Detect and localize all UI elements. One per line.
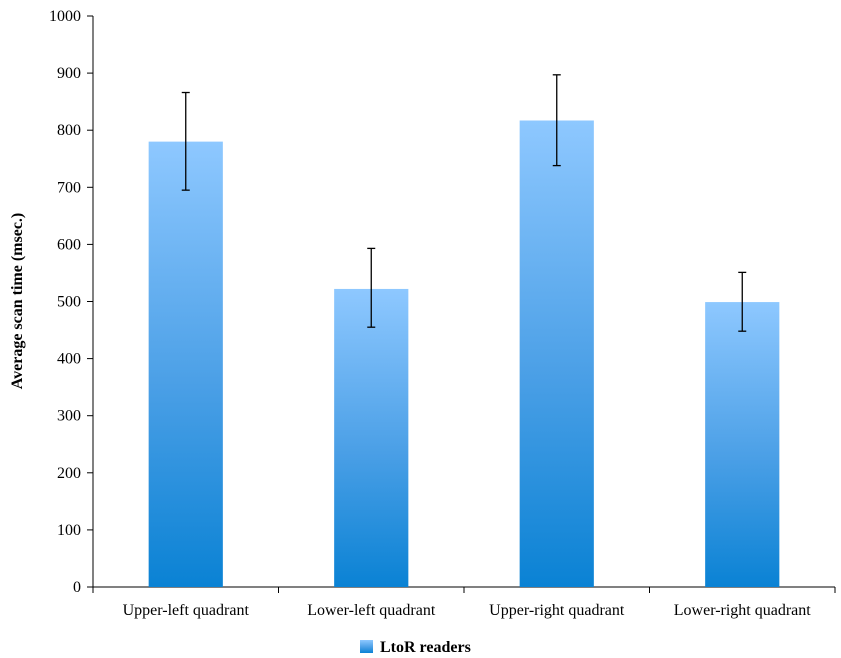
y-tick-label: 500 <box>57 294 81 311</box>
y-tick-label: 900 <box>57 65 81 82</box>
y-tick-label: 700 <box>57 179 81 196</box>
y-tick-label: 1000 <box>49 8 81 25</box>
y-tick-label: 100 <box>57 522 81 539</box>
legend: LtoR readers <box>360 639 471 656</box>
bar <box>148 141 223 587</box>
y-tick-label: 400 <box>57 351 81 368</box>
x-tick-label: Lower-left quadrant <box>307 602 436 619</box>
y-tick-label: 600 <box>57 236 81 253</box>
bar <box>705 302 780 587</box>
y-axis-title: Average scan time (msec.) <box>9 213 26 390</box>
y-tick-label: 300 <box>57 408 81 425</box>
x-tick-label: Upper-right quadrant <box>489 602 625 619</box>
y-tick-label: 200 <box>57 465 81 482</box>
x-tick-label: Upper-left quadrant <box>123 602 250 619</box>
x-tick-label: Lower-right quadrant <box>674 602 812 619</box>
plot-area: 0 100 200 300 400 500 600 700 800 900 1000 Upper-le… <box>49 8 836 619</box>
bar <box>519 120 594 588</box>
bar <box>334 288 409 587</box>
legend-label: LtoR readers <box>380 639 471 656</box>
y-tick-label: 0 <box>73 579 81 596</box>
y-tick-label: 800 <box>57 122 81 139</box>
legend-swatch <box>360 640 373 653</box>
